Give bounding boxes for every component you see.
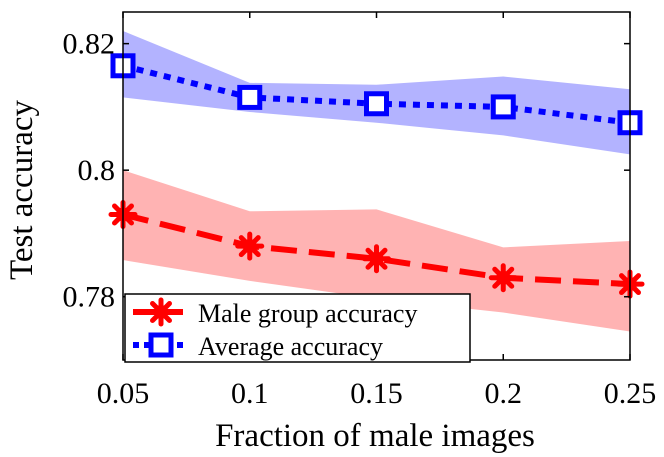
legend-label-male: Male group accuracy <box>198 299 417 328</box>
legend-swatches <box>133 297 188 358</box>
y-axis-label: Test accuracy <box>4 100 40 280</box>
marker-average-2-square <box>364 91 389 117</box>
marker-average-1 <box>237 84 263 110</box>
marker-male-1 <box>235 231 265 261</box>
marker-male-2 <box>362 244 391 274</box>
x-tick-label-3: 0.2 <box>485 377 523 410</box>
legend-label-average: Average accuracy <box>198 332 383 361</box>
y-tick-label-0: 0.78 <box>63 281 116 314</box>
marker-average-3-square <box>490 94 516 120</box>
marker-male-1-spoke-3 <box>238 235 261 258</box>
x-axis-label: Fraction of male images <box>215 418 535 454</box>
tick-labels: 0.05 0.1 0.15 0.2 0.25 0.78 0.8 0.82 <box>63 28 657 410</box>
x-tick-label-1: 0.1 <box>231 377 269 410</box>
legend-marker-male <box>146 297 176 327</box>
y-tick-label-2: 0.82 <box>63 28 116 61</box>
marker-average-1-square <box>237 84 263 110</box>
x-tick-label-2: 0.15 <box>350 377 403 410</box>
legend: Male group accuracy Average accuracy <box>124 293 471 363</box>
confidence-bands <box>123 30 630 332</box>
legend-marker-average <box>148 332 174 358</box>
marker-average-3 <box>490 94 516 120</box>
legend-marker-male-spoke-3 <box>150 301 172 323</box>
x-tick-label-0: 0.05 <box>97 377 150 410</box>
marker-male-3-spoke-3 <box>492 266 515 289</box>
y-tick-label-1: 0.8 <box>78 154 116 187</box>
line-male <box>122 211 631 288</box>
marker-average-2 <box>364 91 389 117</box>
marker-male-3 <box>488 263 518 293</box>
x-tick-label-4: 0.25 <box>604 377 657 410</box>
legend-box <box>124 293 471 363</box>
legend-marker-average-square <box>148 332 174 358</box>
marker-male-2-spoke-3 <box>365 247 388 270</box>
